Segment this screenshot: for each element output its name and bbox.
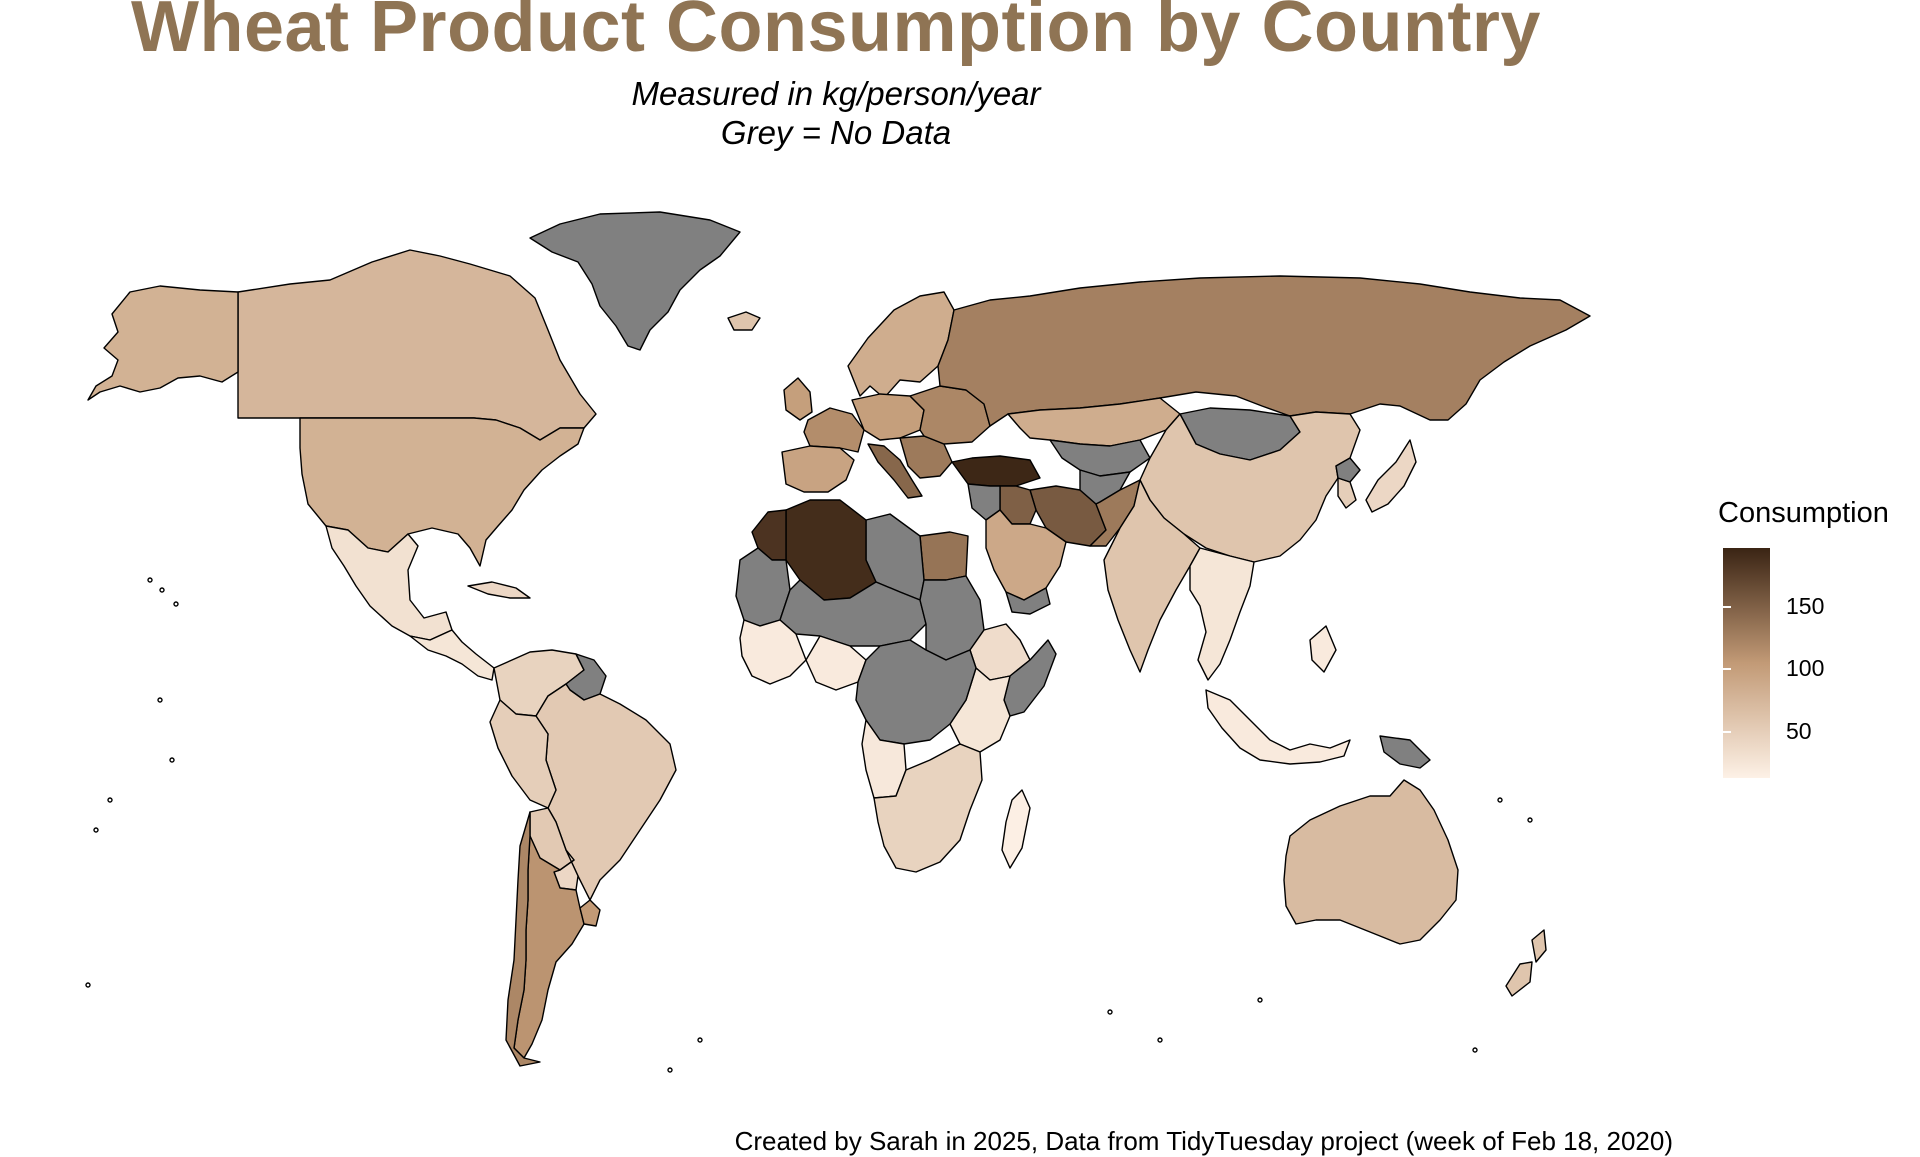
island-outline [107, 797, 113, 803]
region-mexico [325, 525, 453, 641]
island-outline [1107, 1009, 1113, 1015]
region-central-asia [1049, 439, 1151, 477]
island-outline [1527, 817, 1533, 823]
subtitle-line-2: Grey = No Data [720, 114, 952, 151]
island-outline [667, 1067, 673, 1073]
legend-tick-label: 50 [1786, 717, 1812, 744]
legend-tick [1723, 730, 1731, 733]
island-outline [159, 587, 165, 593]
region-central-africa [855, 639, 977, 745]
island-outline [147, 577, 153, 583]
chart-caption: Created by Sarah in 2025, Data from Tidy… [734, 1126, 1673, 1156]
region-cuba [467, 581, 531, 599]
region-southeast-asia-mainland [1189, 547, 1255, 681]
island-outline [1472, 1047, 1478, 1053]
region-madagascar [1001, 789, 1031, 869]
legend-color-bar [1723, 548, 1770, 778]
region-united-kingdom [783, 377, 813, 421]
region-kazakhstan [1007, 397, 1181, 447]
region-west-africa-coast [739, 619, 807, 685]
region-korea [1337, 477, 1357, 509]
region-italy [867, 443, 923, 499]
region-canada [237, 249, 597, 441]
region-southern-africa [873, 743, 983, 873]
region-france [803, 407, 865, 453]
region-indonesia-philippines [1205, 625, 1351, 765]
region-new-zealand [1505, 929, 1547, 997]
region-saudi-arabia [985, 509, 1067, 601]
island-outline [173, 601, 179, 607]
chart-subtitle: Measured in kg/person/year Grey = No Dat… [0, 74, 1672, 152]
region-central-america [409, 629, 495, 681]
region-egypt [919, 531, 969, 581]
legend-tick [1723, 668, 1731, 671]
region-russia [937, 275, 1591, 427]
island-outline [85, 982, 91, 988]
legend-tick [1770, 668, 1778, 671]
legend-tick [1770, 605, 1778, 608]
island-outline [697, 1037, 703, 1043]
region-australia [1283, 779, 1459, 945]
region-spain-portugal [781, 445, 855, 493]
region-north-korea [1335, 457, 1361, 483]
island-outline [1257, 997, 1263, 1003]
region-india [1103, 479, 1201, 673]
subtitle-line-1: Measured in kg/person/year [631, 75, 1041, 112]
region-chile [505, 811, 541, 1067]
region-alaska-usa [87, 285, 239, 401]
island-outline [157, 697, 163, 703]
region-norway-sweden-finland [847, 291, 955, 399]
island-outline [1157, 1037, 1163, 1043]
legend-tick [1723, 605, 1731, 608]
region-japan [1365, 439, 1417, 513]
island-outline [93, 827, 99, 833]
region-iceland [727, 311, 761, 331]
region-yemen [1005, 587, 1051, 615]
region-greenland [529, 211, 741, 351]
region-turkey [951, 455, 1041, 487]
region-papua-new-guinea [1379, 735, 1431, 769]
island-outline [169, 757, 175, 763]
legend-tick-label: 100 [1786, 655, 1825, 682]
island-outline [1497, 797, 1503, 803]
region-kenya-tanzania [949, 667, 1011, 753]
chart-title: Wheat Product Consumption by Country [131, 0, 1541, 67]
region-uruguay [579, 899, 601, 927]
legend-tick-label: 150 [1786, 592, 1825, 619]
legend-tick [1770, 730, 1778, 733]
region-peru-ecuador [489, 699, 557, 809]
legend-title: Consumption [1718, 497, 1889, 529]
